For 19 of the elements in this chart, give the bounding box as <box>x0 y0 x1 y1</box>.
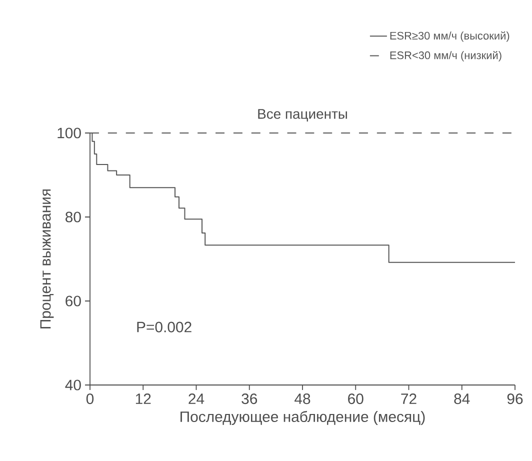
chart-title: Все пациенты <box>258 109 347 122</box>
x-tick-label: 84 <box>454 394 470 404</box>
x-axis-title: Последующее наблюдение (месяц) <box>180 410 425 425</box>
x-tick-label: 12 <box>136 394 151 404</box>
annotation: P=0.002 <box>137 322 192 332</box>
x-tick-label: 96 <box>507 394 523 404</box>
x-tick-label: 48 <box>294 394 310 404</box>
legend-label: ESR<30 мм/ч (низкий) <box>390 50 502 62</box>
y-axis-title: Процент выживания <box>40 189 54 328</box>
x-tick-label: 24 <box>188 394 204 404</box>
x-tick-label: 60 <box>348 394 364 404</box>
legend-label: ESR≥30 мм/ч (высокий) <box>390 31 510 42</box>
y-tick-label: 80 <box>66 212 81 222</box>
x-tick-label: 0 <box>86 394 94 404</box>
x-tick-label: 72 <box>401 394 416 404</box>
x-tick-label: 36 <box>242 394 258 404</box>
y-tick-label: 40 <box>65 380 81 390</box>
y-tick-label: 100 <box>58 128 81 138</box>
y-tick-label: 60 <box>66 296 81 306</box>
